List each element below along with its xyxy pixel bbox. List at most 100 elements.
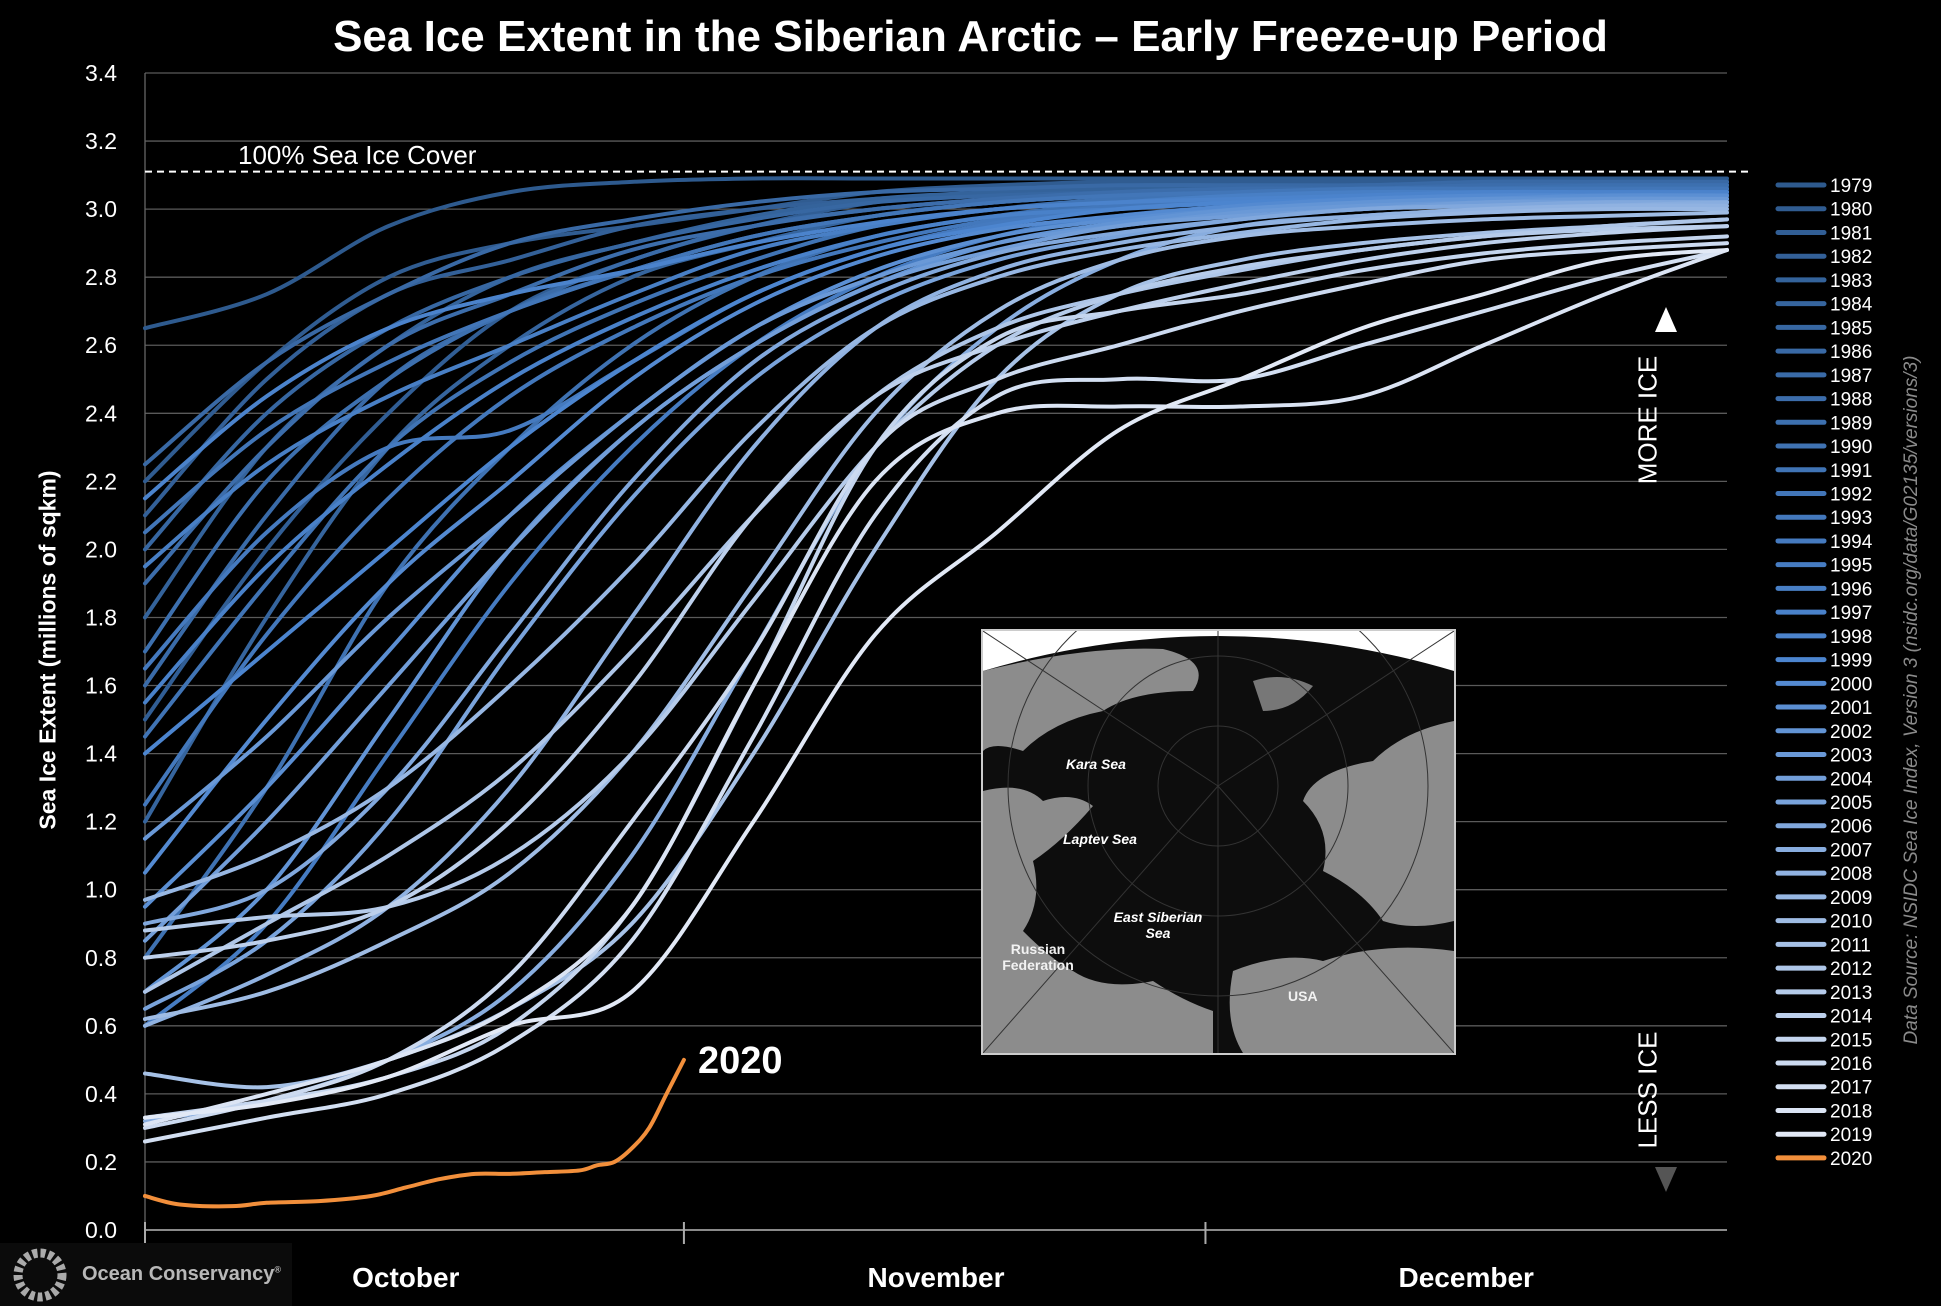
y-tick-label: 3.2 — [85, 128, 117, 154]
x-tick-label-december: December — [1398, 1262, 1534, 1293]
series-line-2014 — [143, 224, 1729, 960]
legend-label-1979: 1979 — [1830, 176, 1872, 197]
map-label-russia: Russian Federation — [1002, 941, 1074, 973]
legend-label-1987: 1987 — [1830, 366, 1872, 387]
y-tick-label: 0.8 — [85, 945, 117, 971]
legend-label-2008: 2008 — [1830, 864, 1872, 885]
legend-label-2014: 2014 — [1830, 1007, 1873, 1028]
series-line-2006 — [143, 200, 1729, 926]
y-tick-label: 3.0 — [85, 196, 117, 222]
logo-registered-mark: ® — [274, 1264, 281, 1275]
legend-label-2001: 2001 — [1830, 698, 1872, 719]
series-line-1988 — [143, 183, 1729, 586]
legend-label-1991: 1991 — [1830, 461, 1872, 482]
legend-label-1988: 1988 — [1830, 390, 1872, 411]
legend-label-2016: 2016 — [1830, 1054, 1872, 1075]
series-line-1990 — [143, 186, 1729, 960]
series-line-1979 — [143, 176, 1729, 331]
legend-label-1993: 1993 — [1830, 508, 1872, 529]
legend-label-2011: 2011 — [1830, 935, 1871, 956]
map-label-east-siberian-sea: East Siberian Sea — [1113, 909, 1203, 941]
map-label-usa: USA — [1288, 988, 1318, 1004]
legend-label-2018: 2018 — [1830, 1101, 1872, 1122]
series-line-1993 — [143, 189, 1729, 807]
arctic-inset-map: Kara Sea Laptev Sea East Siberian Sea Ru… — [981, 575, 1456, 1055]
legend-label-2015: 2015 — [1830, 1030, 1872, 1051]
legend-label-1982: 1982 — [1830, 247, 1872, 268]
x-tick-label-october: October — [352, 1262, 460, 1293]
legend-label-1985: 1985 — [1830, 318, 1872, 339]
y-tick-label: 1.8 — [85, 604, 117, 630]
legend-label-1998: 1998 — [1830, 627, 1872, 648]
y-tick-label: 1.4 — [85, 741, 117, 767]
series-line-2019 — [143, 247, 1729, 1120]
y-tick-label: 0.6 — [85, 1013, 117, 1039]
legend-label-1981: 1981 — [1830, 223, 1872, 244]
legend-label-2019: 2019 — [1830, 1125, 1872, 1146]
series-line-1997 — [143, 189, 1729, 705]
legend-label-2000: 2000 — [1830, 674, 1872, 695]
less-ice-label: LESS ICE — [1632, 1031, 1663, 1149]
y-tick-label: 0.2 — [85, 1149, 117, 1175]
y-axis-label: Sea Ice Extent (millions of sqkm) — [34, 470, 61, 830]
legend-label-2005: 2005 — [1830, 793, 1872, 814]
legend-label-2012: 2012 — [1830, 959, 1872, 980]
series-line-2007 — [143, 200, 1729, 1124]
arrow-down-icon — [1655, 1167, 1677, 1192]
y-tick-label: 1.0 — [85, 877, 117, 903]
series-line-2016 — [143, 241, 1729, 1130]
series-line-1992 — [143, 186, 1729, 535]
legend-label-1990: 1990 — [1830, 437, 1872, 458]
series-line-2018 — [143, 247, 1729, 1127]
arctic-map-image — [982, 575, 1455, 1054]
legend-label-1992: 1992 — [1830, 484, 1872, 505]
legend-label-2004: 2004 — [1830, 769, 1873, 790]
y-tick-label: 2.8 — [85, 264, 117, 290]
legend-label-2009: 2009 — [1830, 888, 1872, 909]
series-line-2009 — [143, 206, 1729, 902]
y-tick-label: 2.6 — [85, 332, 117, 358]
legend-label-1983: 1983 — [1830, 271, 1872, 292]
series-line-2020 — [143, 1057, 686, 1209]
y-tick-label: 1.6 — [85, 673, 117, 699]
legend-label-1986: 1986 — [1830, 342, 1872, 363]
ocean-conservancy-logo: Ocean Conservancy® — [0, 1243, 292, 1306]
series-line-1995 — [143, 189, 1729, 1028]
map-label-laptev-sea: Laptev Sea — [1063, 831, 1137, 847]
legend-label-1997: 1997 — [1830, 603, 1872, 624]
legend-label-1984: 1984 — [1830, 295, 1873, 316]
legend-label-1994: 1994 — [1830, 532, 1873, 553]
y-tick-label: 2.4 — [85, 400, 117, 426]
y-tick-label: 2.0 — [85, 536, 117, 562]
legend-label-1999: 1999 — [1830, 651, 1872, 672]
series-line-2004 — [143, 199, 1729, 943]
annotation-2020: 2020 — [698, 1040, 783, 1082]
series-line-2017 — [143, 247, 1729, 1144]
legend-label-1980: 1980 — [1830, 200, 1872, 221]
legend-label-1989: 1989 — [1830, 413, 1872, 434]
series-line-1998 — [143, 189, 1729, 501]
legend-label-2003: 2003 — [1830, 746, 1872, 767]
chart-title: Sea Ice Extent in the Siberian Arctic – … — [333, 12, 1608, 61]
x-tick-label-november: November — [867, 1262, 1005, 1293]
legend-label-2010: 2010 — [1830, 912, 1872, 933]
series-line-2015 — [143, 234, 1729, 1120]
legend-label-2007: 2007 — [1830, 840, 1872, 861]
logo-text: Ocean Conservancy — [82, 1263, 275, 1285]
series-line-1986 — [143, 179, 1729, 467]
y-tick-label: 1.2 — [85, 809, 117, 835]
legend-label-1996: 1996 — [1830, 579, 1872, 600]
y-tick-label: 0.4 — [85, 1081, 117, 1107]
legend-label-2013: 2013 — [1830, 983, 1872, 1004]
series-line-2000 — [143, 193, 1729, 875]
reference-line-label: 100% Sea Ice Cover — [238, 140, 477, 170]
y-tick-label: 2.2 — [85, 468, 117, 494]
y-tick-label: 3.4 — [85, 60, 117, 86]
y-tick-label: 0.0 — [85, 1217, 117, 1243]
legend-label-2002: 2002 — [1830, 722, 1872, 743]
series-line-2001 — [143, 193, 1729, 909]
legend-label-2006: 2006 — [1830, 817, 1872, 838]
legend-label-2017: 2017 — [1830, 1078, 1872, 1099]
